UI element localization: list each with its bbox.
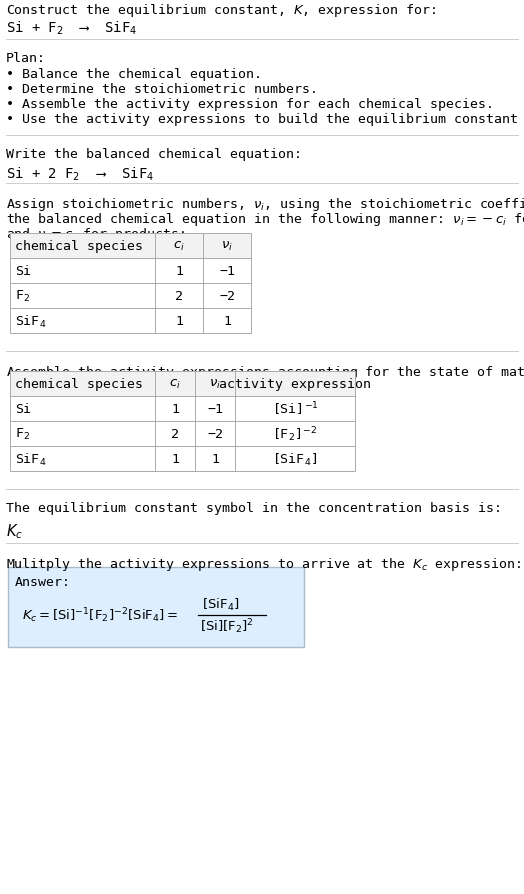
Text: Assemble the activity expressions accounting for the state of matter and $\nu_i$: Assemble the activity expressions accoun… — [6, 364, 524, 381]
Text: $\nu_i$: $\nu_i$ — [221, 240, 233, 253]
Text: 2: 2 — [171, 427, 179, 441]
Text: 1: 1 — [171, 452, 179, 466]
Text: 1: 1 — [211, 452, 219, 466]
Text: Construct the equilibrium constant, $K$, expression for:: Construct the equilibrium constant, $K$,… — [6, 2, 436, 19]
Bar — [10, 372, 355, 397]
Text: Si + 2 F$_2$  ⟶  SiF$_4$: Si + 2 F$_2$ ⟶ SiF$_4$ — [6, 165, 154, 183]
Bar — [10, 372, 355, 471]
Text: • Assemble the activity expression for each chemical species.: • Assemble the activity expression for e… — [6, 97, 494, 111]
Text: Si: Si — [15, 265, 31, 278]
Text: [SiF$_4$]: [SiF$_4$] — [272, 451, 318, 467]
Text: 2: 2 — [175, 290, 183, 303]
Text: −1: −1 — [219, 265, 235, 278]
Text: F$_2$: F$_2$ — [15, 289, 30, 304]
Text: Assign stoichiometric numbers, $\nu_i$, using the stoichiometric coefficients, $: Assign stoichiometric numbers, $\nu_i$, … — [6, 196, 524, 213]
Text: $c_i$: $c_i$ — [169, 377, 181, 391]
Text: the balanced chemical equation in the following manner: $\nu_i = -c_i$ for react: the balanced chemical equation in the fo… — [6, 211, 524, 228]
Text: $[\mathrm{SiF_4}]$: $[\mathrm{SiF_4}]$ — [202, 596, 239, 612]
Text: $K_c = [\mathrm{Si}]^{-1} [\mathrm{F_2}]^{-2} [\mathrm{SiF_4}] = $: $K_c = [\mathrm{Si}]^{-1} [\mathrm{F_2}]… — [22, 606, 178, 625]
Text: activity expression: activity expression — [219, 377, 371, 391]
Text: 1: 1 — [223, 315, 231, 327]
Text: • Determine the stoichiometric numbers.: • Determine the stoichiometric numbers. — [6, 83, 318, 96]
Text: • Balance the chemical equation.: • Balance the chemical equation. — [6, 68, 262, 81]
Text: chemical species: chemical species — [15, 377, 143, 391]
Bar — [10, 233, 251, 258]
Text: F$_2$: F$_2$ — [15, 426, 30, 442]
Text: and $\nu_i = c_i$ for products:: and $\nu_i = c_i$ for products: — [6, 226, 185, 243]
Text: • Use the activity expressions to build the equilibrium constant expression.: • Use the activity expressions to build … — [6, 113, 524, 126]
Text: chemical species: chemical species — [15, 240, 143, 253]
Text: −2: −2 — [207, 427, 223, 441]
Text: 1: 1 — [175, 265, 183, 278]
Text: −2: −2 — [219, 290, 235, 303]
Text: Mulitply the activity expressions to arrive at the $K_c$ expression:: Mulitply the activity expressions to arr… — [6, 555, 521, 572]
Text: $[\mathrm{Si}][\mathrm{F_2}]^2$: $[\mathrm{Si}][\mathrm{F_2}]^2$ — [200, 617, 254, 636]
Text: 1: 1 — [175, 315, 183, 327]
Bar — [10, 372, 355, 471]
Text: Answer:: Answer: — [15, 576, 71, 588]
Text: [Si]$^{-1}$: [Si]$^{-1}$ — [271, 401, 319, 417]
Text: Si + F$_2$  ⟶  SiF$_4$: Si + F$_2$ ⟶ SiF$_4$ — [6, 20, 137, 38]
Text: 1: 1 — [171, 402, 179, 416]
Text: $K_c$: $K_c$ — [6, 521, 23, 540]
Text: Si: Si — [15, 402, 31, 416]
Text: −1: −1 — [207, 402, 223, 416]
FancyBboxPatch shape — [8, 568, 304, 647]
Text: SiF$_4$: SiF$_4$ — [15, 313, 47, 329]
Bar — [10, 233, 251, 333]
Text: SiF$_4$: SiF$_4$ — [15, 451, 47, 467]
Text: The equilibrium constant symbol in the concentration basis is:: The equilibrium constant symbol in the c… — [6, 502, 502, 514]
Bar — [10, 233, 251, 333]
Text: $c_i$: $c_i$ — [173, 240, 185, 253]
Text: $\nu_i$: $\nu_i$ — [209, 377, 221, 391]
Text: [F$_2$]$^{-2}$: [F$_2$]$^{-2}$ — [272, 425, 318, 443]
Text: Write the balanced chemical equation:: Write the balanced chemical equation: — [6, 148, 302, 161]
Text: Plan:: Plan: — [6, 52, 46, 65]
